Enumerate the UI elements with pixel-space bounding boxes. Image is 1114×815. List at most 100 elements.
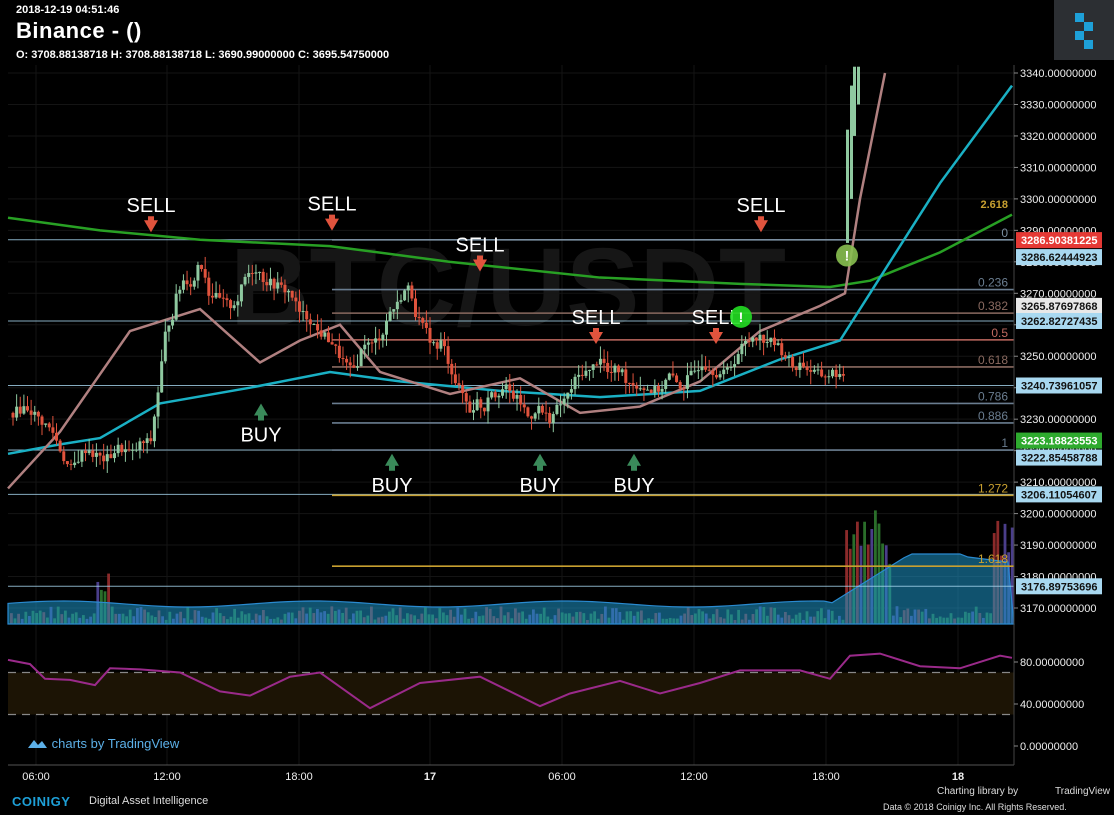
candle-body — [733, 364, 737, 368]
candle-body — [675, 375, 679, 383]
candle-body — [116, 444, 120, 454]
candle-body — [388, 311, 392, 321]
volume-bar — [107, 573, 110, 624]
candle-body — [486, 397, 490, 412]
candle-body — [370, 342, 374, 344]
candle-body — [646, 389, 650, 391]
candle-body — [827, 376, 831, 378]
candle-body — [276, 282, 280, 289]
candle-body — [377, 338, 381, 341]
fib-level-label: 1 — [1001, 436, 1008, 450]
charts-by-tradingview-link[interactable]: charts by TradingView — [26, 734, 179, 751]
candle-body — [105, 454, 109, 462]
candle-body — [747, 340, 751, 342]
candle-body — [635, 385, 639, 389]
candle-body — [765, 341, 769, 343]
candle-body — [138, 441, 142, 450]
price-tick-label: 3330.00000000 — [1020, 99, 1096, 111]
tradingview-footer-link[interactable]: TradingView — [1055, 786, 1111, 797]
candle-body — [319, 330, 323, 337]
trade-signals: SELL SELL SELL SELL SELL SELL BUY BUY BUY BUY — [127, 194, 786, 497]
fib-level-label: 0.618 — [978, 353, 1008, 367]
candle-body — [823, 376, 827, 378]
coinigy-brand: COINIGY — [12, 794, 71, 809]
candle-body — [446, 346, 450, 364]
candle-body — [392, 309, 396, 312]
candle-body — [482, 407, 486, 412]
candle-body — [15, 406, 19, 418]
candle-body — [109, 454, 113, 459]
candle-body — [18, 406, 22, 414]
candle-body — [580, 374, 584, 376]
candle-body — [515, 395, 519, 399]
charts-by-label: charts by TradingView — [51, 736, 180, 751]
candle-body — [26, 406, 30, 411]
candle-body — [794, 367, 798, 371]
candle-body — [279, 282, 283, 285]
candle-body — [149, 438, 153, 442]
price-label-box — [1016, 377, 1102, 394]
candle-body — [740, 343, 744, 355]
candle-body — [707, 369, 711, 371]
candle-body — [743, 340, 747, 344]
sell-signal-label: SELL — [737, 195, 786, 217]
ma-mid-line — [7, 84, 1014, 456]
candle-body — [816, 369, 820, 371]
candle-body — [584, 370, 588, 376]
candle-body — [660, 388, 664, 392]
candle-body — [283, 284, 287, 293]
candle-body — [189, 284, 193, 287]
candle-body — [729, 367, 733, 369]
candle-body — [76, 461, 80, 463]
candle-body — [421, 318, 425, 323]
sell-signal-label: SELL — [127, 195, 176, 217]
candle-body — [290, 290, 294, 298]
candle-body — [439, 340, 443, 349]
candle-body — [160, 361, 164, 393]
alert-marker-label: ! — [739, 309, 744, 325]
candle-body — [69, 464, 73, 466]
candle-body — [167, 325, 171, 332]
candle-body — [493, 392, 497, 398]
time-axis[interactable]: 06:00 12:00 18:00 17 06:00 12:00 18:00 18 — [22, 771, 964, 783]
candle-body — [591, 364, 595, 370]
candle-body — [805, 366, 809, 371]
candle-body — [772, 337, 776, 346]
brand-tagline: Digital Asset Intelligence — [89, 795, 209, 807]
candle-body — [566, 392, 570, 399]
candle-body — [693, 370, 697, 372]
candlesticks — [11, 66, 860, 473]
candle-body — [113, 453, 117, 459]
candle-body — [127, 449, 131, 451]
candle-body — [577, 374, 581, 377]
price-label-box — [1016, 449, 1102, 466]
candle-body — [718, 374, 722, 378]
chart-datetime: 2018-12-19 04:51:46 — [16, 4, 120, 16]
candle-body — [769, 337, 773, 342]
candle-body — [841, 374, 845, 376]
candle-body — [374, 338, 378, 343]
price-label-text: 3176.89753696 — [1021, 581, 1097, 593]
volume-ma-area — [7, 553, 1015, 625]
candle-body — [530, 416, 534, 419]
candle-body — [617, 365, 621, 373]
volume-ma-area — [7, 553, 1015, 625]
data-year: Data © 2018 — [883, 802, 934, 812]
candle-body — [406, 285, 410, 291]
candle-body — [809, 370, 813, 372]
volume-bar — [856, 521, 859, 624]
candle-body — [562, 398, 566, 405]
candle-body — [84, 450, 88, 454]
price-axis[interactable]: 3340.00000000 3330.00000000 3320.00000000 3… — [1013, 65, 1096, 765]
rsi-band — [8, 672, 1014, 715]
candle-body — [627, 382, 631, 384]
sell-arrow-icon — [473, 255, 487, 272]
ma-slow-line — [7, 213, 1013, 289]
alert-marker-icon — [730, 305, 752, 328]
candle-body — [798, 362, 802, 371]
candle-body — [598, 358, 602, 365]
coinigy-logo[interactable] — [1054, 0, 1114, 60]
buy-signal-label: BUY — [613, 475, 654, 497]
candle-body — [464, 393, 468, 402]
